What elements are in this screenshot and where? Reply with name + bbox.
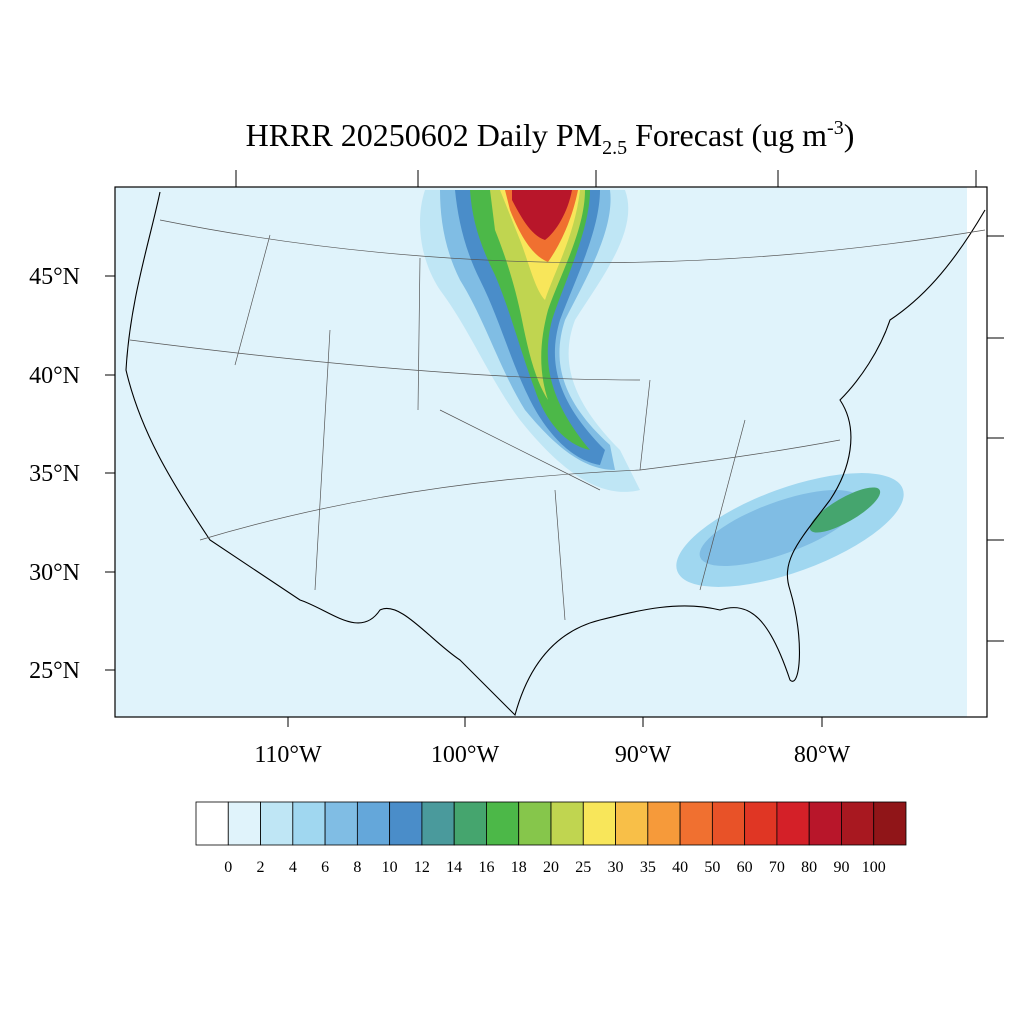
colorbar-box: [356, 801, 391, 846]
colorbar-box: [260, 801, 294, 846]
title-superscript: -3: [827, 117, 844, 139]
colorbar-label: 6: [321, 859, 329, 876]
colorbar-box: [776, 801, 810, 846]
lon-label: 80°W: [794, 742, 851, 768]
colorbar-box: [615, 801, 649, 846]
colorbar-label: 90: [833, 859, 849, 876]
colorbar-box: [486, 801, 520, 846]
map-title: HRRR 20250602 Daily PM2.5 Forecast (ug m…: [246, 117, 855, 159]
colorbar-label: 20: [543, 859, 559, 876]
colorbar: 0 2 4 6 8 10 12 14 16 18 20 25 30 35 40 50 60 70 80 90 100: [195, 801, 907, 876]
title-text: HRRR 20250602 Daily PM: [246, 117, 602, 153]
lat-label: 30°N: [29, 560, 80, 586]
colorbar-box: [421, 801, 455, 846]
plume-layer: [699, 490, 861, 566]
map: [114, 186, 988, 718]
colorbar-box: [647, 801, 681, 846]
colorbar-box: [873, 801, 907, 846]
colorbar-box: [292, 801, 326, 846]
colorbar-label: 8: [353, 859, 361, 876]
lon-label: 110°W: [254, 742, 322, 768]
title-text: Forecast (ug m: [627, 117, 827, 153]
lat-label: 35°N: [29, 461, 80, 487]
colorbar-box: [711, 801, 746, 846]
colorbar-label: 18: [511, 859, 527, 876]
colorbar-label: 14: [446, 859, 462, 876]
plume-layer: [809, 487, 881, 533]
colorbar-label: 16: [478, 859, 494, 876]
colorbar-label: 60: [737, 859, 753, 876]
colorbar-label: 10: [382, 859, 398, 876]
coastline: [125, 191, 986, 717]
colorbar-box: [550, 801, 584, 846]
colorbar-box: [582, 801, 616, 846]
colorbar-label: 2: [257, 859, 265, 876]
colorbar-box: [324, 801, 358, 846]
colorbar-box: [453, 801, 487, 846]
colorbar-label: 25: [575, 859, 591, 876]
colorbar-box: [744, 801, 778, 846]
map-frame: [114, 186, 988, 718]
lon-label: 90°W: [615, 742, 672, 768]
lat-label: 25°N: [29, 658, 80, 684]
colorbar-box: [841, 801, 875, 846]
lat-label: 45°N: [29, 264, 80, 290]
title-subscript: 2.5: [602, 137, 627, 159]
colorbar-label: 100: [862, 859, 886, 876]
state-boundaries: [129, 219, 986, 621]
colorbar-label: 50: [704, 859, 720, 876]
colorbar-label: 70: [769, 859, 785, 876]
plume-layer: [512, 190, 572, 240]
colorbar-box: [227, 801, 261, 846]
colorbar-box: [679, 801, 713, 846]
colorbar-label: 80: [801, 859, 817, 876]
colorbar-label: 4: [289, 859, 297, 876]
colorbar-label: 35: [640, 859, 656, 876]
lon-label: 100°W: [431, 742, 500, 768]
colorbar-box: [808, 801, 842, 846]
colorbar-label: 40: [672, 859, 688, 876]
colorbar-box: [195, 801, 229, 846]
title-text: ): [844, 117, 855, 153]
colorbar-label: 30: [608, 859, 624, 876]
colorbar-label: 0: [224, 859, 232, 876]
lat-label: 40°N: [29, 363, 80, 389]
axis-ticks: 45°N 40°N 35°N 30°N 25°N 110°W 100°W 90°W 80°W: [29, 170, 1004, 768]
colorbar-box: [389, 801, 423, 846]
colorbar-label: 12: [414, 859, 430, 876]
colorbar-box: [518, 801, 552, 846]
